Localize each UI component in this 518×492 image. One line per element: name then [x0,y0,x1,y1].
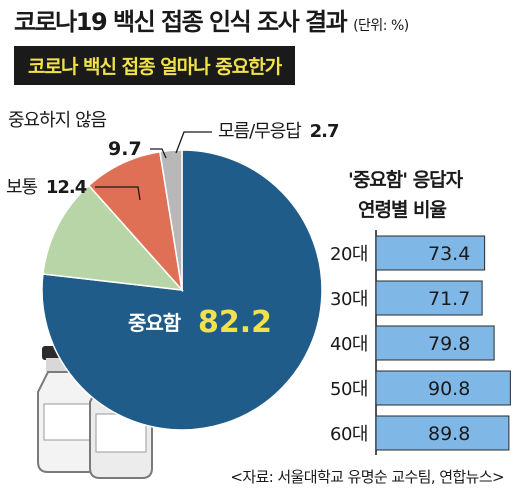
pie-slice-4 [159,149,183,291]
pie-value-not-important: 9.7 [108,138,142,160]
bar-50대 [375,370,511,406]
pie-slice-3 [87,150,184,293]
pie-label-normal-text: 보통 [6,177,38,198]
leader-line-not-important [150,148,167,159]
source-note: <자료: 서울대학교 유명순 교수팀, 연합뉴스> [230,466,504,487]
pie-label-important: 중요함 [128,311,182,335]
leader-line-normal [95,186,141,201]
bar-category-label: 20대 [330,244,368,265]
leader-line-unknown [175,131,212,154]
bar-value-label: 90.8 [428,378,470,400]
bar-30대 [375,280,483,316]
source-text: <자료: 서울대학교 유명순 교수팀, 연합뉴스> [230,468,504,486]
bar-20대 [375,235,486,271]
pie-chart [41,149,323,431]
pie-slice-2 [42,184,184,291]
subtitle-box: 코로나 백신 접종 얼마나 중요한가 [14,46,296,85]
bar-category-label: 40대 [330,334,368,355]
subtitle-text: 코로나 백신 접종 얼마나 중요한가 [28,56,282,78]
pie-label-unknown-text: 모름/무응답 [218,121,301,142]
bar-category-label: 60대 [330,424,368,445]
bar-category-label: 30대 [330,289,368,310]
pie-label-unknown: 모름/무응답 2.7 [218,121,339,142]
pie-value-normal: 12.4 [46,177,87,198]
pie-value-important: 82.2 [198,305,272,340]
unit-label: (단위: %) [353,18,409,34]
pie-label-not-important: 중요하지 않음 [8,110,107,131]
pie-value-unknown: 2.7 [310,121,339,142]
bar-value-label: 73.4 [428,243,470,265]
bar-40대 [375,325,495,361]
bar-value-label: 89.8 [428,423,470,445]
pie-label-normal: 보통 12.4 [6,177,87,198]
bar-chart-title-line2: 연령별 비율 [358,199,447,221]
chart-title: 코로나19 백신 접종 인식 조사 결과 (단위: %) [14,2,409,37]
title-text: 코로나19 백신 접종 인식 조사 결과 [14,8,348,36]
leader-lines [95,131,212,201]
bar-chart: 20대 73.4 30대 71.7 40대 79.8 50대 90.8 60대 89.8 [330,230,511,455]
bar-category-label: 50대 [330,379,368,400]
bar-chart-title-line1: '중요함' 응답자 [348,169,464,191]
bar-value-label: 79.8 [428,333,470,355]
bar-60대 [375,415,510,451]
bar-value-label: 71.7 [428,288,470,310]
